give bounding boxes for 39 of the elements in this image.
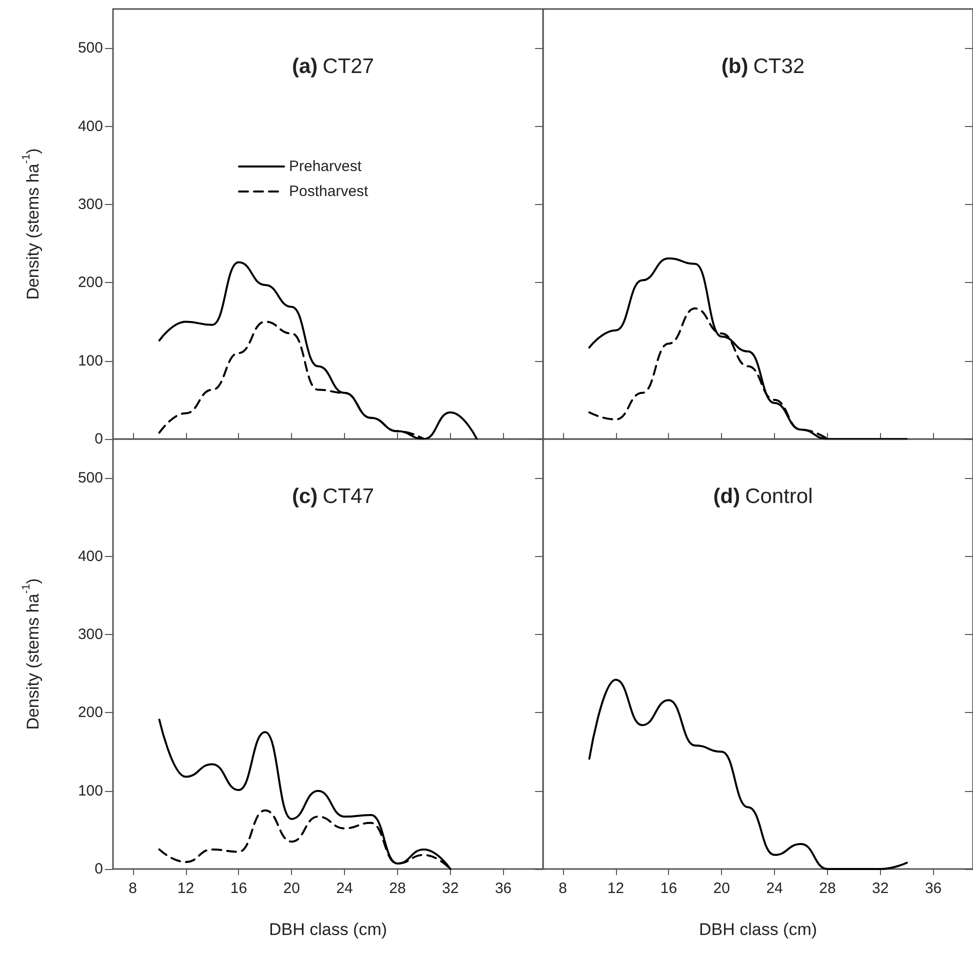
text: (a) CT27: [292, 55, 374, 78]
legend-label: Postharvest: [289, 183, 370, 200]
x-tick-label: 16: [660, 880, 678, 897]
x-axis-title: DBH class (cm): [268, 920, 388, 939]
x-tick-label: 36: [924, 880, 942, 897]
x-tick-label: 8: [128, 880, 138, 897]
x-tick-label: 12: [177, 880, 194, 897]
y-axis-title: Density (stems ha-1): [20, 148, 42, 300]
text: (b) CT32: [721, 55, 805, 78]
x-tick-label: 24: [336, 880, 353, 897]
x-tick-label: 28: [389, 880, 406, 897]
y-axis-title: Density (stems ha-1): [20, 578, 42, 730]
y-tick-label: 500: [78, 40, 103, 57]
y-tick-label: 300: [78, 196, 103, 213]
x-tick-label: 20: [713, 880, 730, 897]
x-tick-label: 28: [819, 880, 836, 897]
legend-label: Preharvest: [289, 158, 362, 175]
y-tick-label: 0: [94, 860, 103, 878]
x-tick-label: 20: [283, 880, 300, 897]
y-tick-label: 400: [78, 118, 103, 135]
x-tick-label: 32: [442, 880, 459, 897]
x-tick-label: 24: [766, 880, 783, 897]
text: (d) Control: [713, 485, 813, 508]
y-tick-label: 300: [78, 626, 103, 643]
y-tick-label: 100: [78, 352, 103, 370]
x-tick-label: 16: [230, 880, 248, 897]
line-series: [158, 261, 478, 440]
x-tick-label: 36: [494, 880, 512, 897]
x-tick-label: 12: [607, 880, 624, 897]
y-tick-label: 100: [78, 782, 103, 800]
y-tick-label: 0: [94, 430, 103, 448]
y-tick-label: 400: [78, 548, 103, 565]
x-axis-title: DBH class (cm): [698, 920, 818, 939]
y-tick-label: 200: [78, 704, 103, 722]
y-tick-label: 200: [78, 274, 103, 292]
x-tick-label: 32: [872, 880, 889, 897]
x-tick-label: 8: [558, 880, 568, 897]
y-tick-label: 500: [78, 470, 103, 487]
text: (c) CT47: [292, 485, 374, 508]
